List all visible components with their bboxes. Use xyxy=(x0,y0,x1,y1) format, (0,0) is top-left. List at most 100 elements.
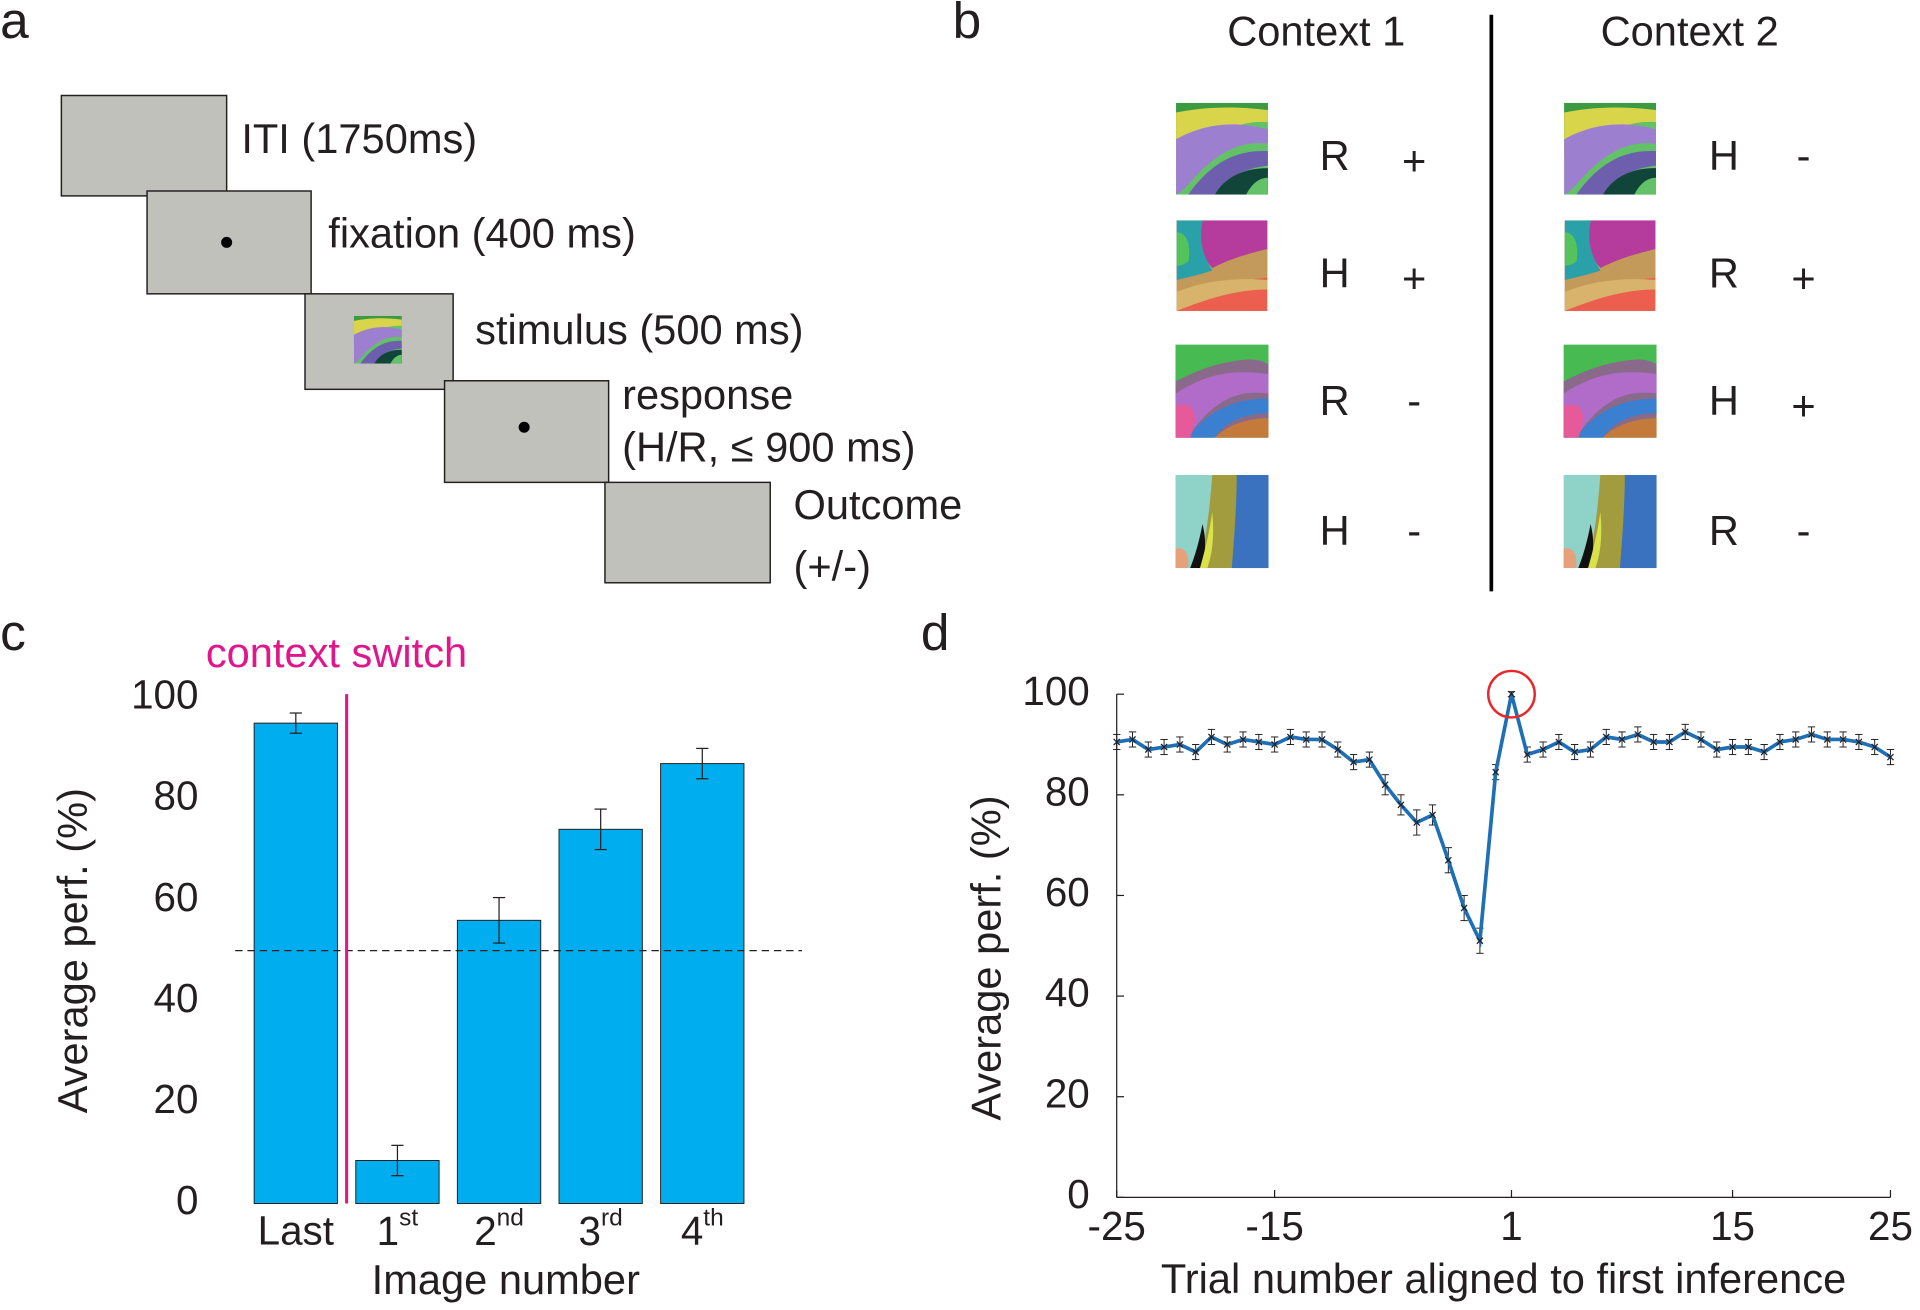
response-key: R xyxy=(1709,250,1739,297)
context-table: Context 1 Context 2 xyxy=(1175,7,1779,592)
y-tick-label: 60 xyxy=(154,874,199,920)
error-bar xyxy=(696,747,709,780)
response-key: H xyxy=(1320,250,1350,297)
step-label: response xyxy=(622,371,793,418)
point-marker xyxy=(1729,743,1737,751)
point-marker xyxy=(1650,738,1658,746)
step-label: Outcome xyxy=(793,481,962,528)
x-axis-label: Image number xyxy=(372,1256,640,1303)
point-marker xyxy=(1429,811,1437,819)
point-marker xyxy=(1665,738,1673,746)
stimulus-image xyxy=(1175,475,1269,569)
screen xyxy=(604,481,771,584)
context-title: Context 1 xyxy=(1227,7,1405,54)
y-tick-label: 40 xyxy=(154,975,199,1021)
y-tick-label: 80 xyxy=(1045,768,1090,814)
point-marker xyxy=(1492,768,1500,776)
x-tick-label: 2nd xyxy=(474,1205,524,1254)
x-tick-label: 4th xyxy=(681,1205,724,1254)
fixation-dot xyxy=(221,236,233,248)
point-marker xyxy=(1871,743,1879,751)
stimulus-image xyxy=(1564,220,1656,311)
stimulus-image xyxy=(1175,344,1269,438)
y-tick-label: 40 xyxy=(1045,970,1090,1016)
panel-letter: d xyxy=(921,603,950,661)
point-marker xyxy=(1144,746,1152,754)
error-bar xyxy=(289,712,302,734)
panel-letter: b xyxy=(953,0,982,49)
y-axis-label: Average perf. (%) xyxy=(49,788,96,1113)
point-marker xyxy=(1397,801,1405,809)
point-marker xyxy=(1176,741,1184,748)
outcome-sign: + xyxy=(1402,137,1426,184)
screen xyxy=(60,94,228,197)
point-marker xyxy=(1823,735,1831,743)
error-bar xyxy=(391,1144,404,1177)
outcome-sign: - xyxy=(1797,132,1811,179)
outcome-sign: - xyxy=(1407,507,1421,554)
point-marker xyxy=(1192,748,1200,756)
point-marker xyxy=(1239,735,1247,743)
outcome-sign: + xyxy=(1402,255,1426,302)
step-label: ITI (1750ms) xyxy=(241,115,477,162)
point-marker xyxy=(1539,746,1547,754)
stimulus-image xyxy=(1564,102,1657,195)
stimulus-image xyxy=(1563,344,1657,438)
x-tick-label: 1 xyxy=(1500,1203,1522,1249)
stimulus-image xyxy=(1176,102,1268,195)
point-marker xyxy=(1255,738,1263,746)
x-tick-label: 3rd xyxy=(579,1205,623,1254)
response-key: R xyxy=(1320,377,1350,424)
y-tick-label: 20 xyxy=(1045,1070,1090,1116)
y-axis-label: Average perf. (%) xyxy=(962,795,1009,1120)
bar xyxy=(253,722,338,1204)
point-marker xyxy=(1634,730,1642,738)
point-marker xyxy=(1855,738,1863,746)
bar xyxy=(660,763,745,1204)
point-marker xyxy=(1839,735,1847,743)
point-marker xyxy=(1713,746,1721,754)
response-key: R xyxy=(1709,507,1739,554)
outcome-sign: - xyxy=(1407,377,1421,424)
step-label: (+/-) xyxy=(793,542,870,589)
point-marker xyxy=(1113,738,1121,746)
point-marker xyxy=(1602,733,1610,741)
point-marker xyxy=(1697,735,1705,743)
fixation-dot xyxy=(518,421,530,433)
point-marker xyxy=(1776,738,1784,746)
point-marker xyxy=(1160,743,1168,751)
point-marker xyxy=(1808,730,1816,738)
point-marker xyxy=(1476,937,1484,945)
stimulus-image xyxy=(353,315,402,364)
highlight-circle xyxy=(1486,669,1536,719)
point-marker xyxy=(1760,748,1768,756)
y-tick-label: 0 xyxy=(176,1177,198,1223)
panel-letter: c xyxy=(0,603,26,661)
step-label: fixation (400 ms) xyxy=(328,209,636,256)
point-marker xyxy=(1571,748,1579,756)
y-tick-label: 20 xyxy=(154,1076,199,1122)
point-marker xyxy=(1555,738,1563,746)
line xyxy=(1116,693,1892,948)
point-marker xyxy=(1223,741,1231,748)
point-marker xyxy=(1318,735,1326,743)
response-key: R xyxy=(1320,132,1350,179)
point-marker xyxy=(1365,756,1373,764)
stimulus-image xyxy=(1176,220,1268,311)
point-marker xyxy=(1744,743,1752,751)
x-tick-label: 25 xyxy=(1868,1203,1913,1249)
x-tick-label: 1st xyxy=(377,1205,419,1254)
y-tick-label: 80 xyxy=(154,773,199,819)
response-key: H xyxy=(1709,132,1739,179)
outcome-sign: + xyxy=(1791,382,1815,429)
point-marker xyxy=(1302,735,1310,743)
panel-letter: a xyxy=(0,0,29,49)
point-marker xyxy=(1886,753,1894,761)
point-marker xyxy=(1444,856,1452,864)
point-marker xyxy=(1207,733,1215,741)
point-marker xyxy=(1129,735,1136,743)
outcome-sign: - xyxy=(1797,507,1811,554)
point-marker xyxy=(1681,728,1689,736)
point-marker xyxy=(1334,746,1342,754)
